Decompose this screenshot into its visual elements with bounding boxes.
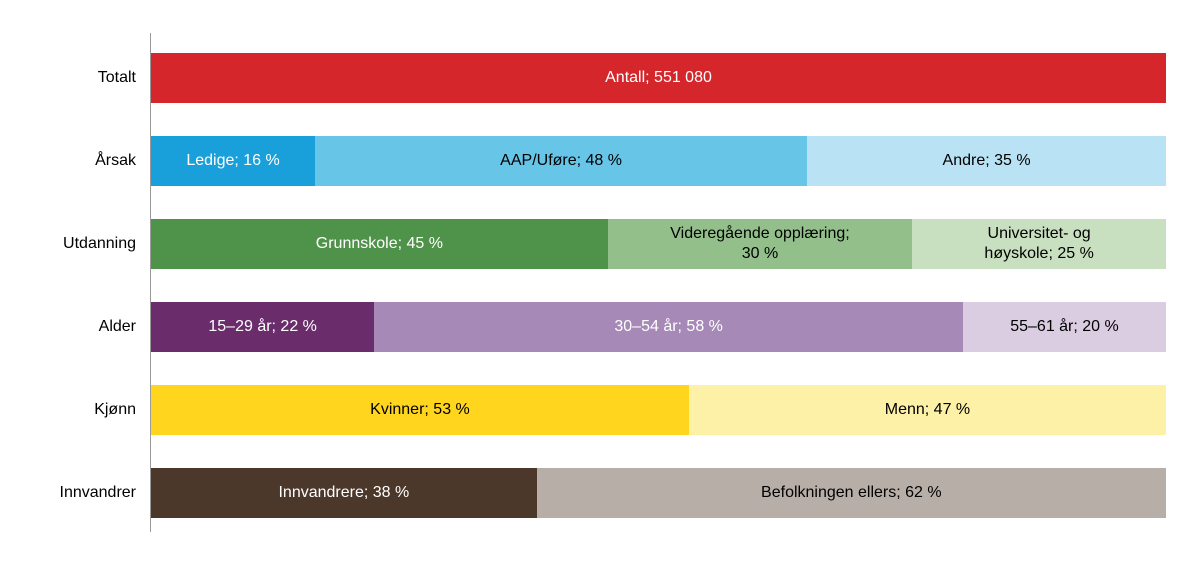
chart-row: Årsak Ledige; 16 % AAP/Uføre; 48 % Andre; 3…	[0, 136, 1166, 186]
chart-row: Utdanning Grunnskole; 45 % Videregående op…	[0, 219, 1166, 269]
bar-segment: 30–54 år; 58 %	[374, 302, 963, 352]
bar-segment: Befolkningen ellers; 62 %	[536, 468, 1166, 518]
bar-segment: Andre; 35 %	[807, 136, 1166, 186]
chart-row: Totalt Antall; 551 080	[0, 53, 1166, 103]
bar-segment: 55–61 år; 20 %	[962, 302, 1166, 352]
bar-segment: Antall; 551 080	[151, 53, 1166, 103]
category-label: Alder	[98, 318, 136, 335]
bar-segment: Universitet- og høyskole; 25 %	[912, 219, 1166, 269]
bar-segment: Innvandrere; 38 %	[151, 468, 537, 518]
bar-group: 15–29 år; 22 % 30–54 år; 58 % 55–61 år; 20…	[151, 302, 1166, 352]
bar-group: Antall; 551 080	[151, 53, 1166, 103]
category-label: Totalt	[97, 69, 136, 86]
bar-segment: Kvinner; 53 %	[151, 385, 689, 435]
bar-segment: Menn; 47 %	[688, 385, 1166, 435]
chart-row: Alder 15–29 år; 22 % 30–54 år; 58 % 55–61 å…	[0, 302, 1166, 352]
category-label: Innvandrer	[59, 484, 137, 501]
chart-row: Kjønn Kvinner; 53 % Menn; 47 %	[0, 385, 1166, 435]
bar-segment: AAP/Uføre; 48 %	[315, 136, 808, 186]
category-label: Kjønn	[94, 401, 136, 418]
chart-rows: Totalt Antall; 551 080 Årsak Ledige; 16 % AA…	[0, 53, 1166, 518]
bar-group: Kvinner; 53 % Menn; 47 %	[151, 385, 1166, 435]
chart-row: Innvandrer Innvandrere; 38 % Befolkningen …	[0, 468, 1166, 518]
y-axis-line	[150, 33, 151, 532]
bar-segment: 15–29 år; 22 %	[151, 302, 375, 352]
bar-segment: Grunnskole; 45 %	[151, 219, 608, 269]
category-label: Årsak	[95, 152, 136, 169]
bar-group: Ledige; 16 % AAP/Uføre; 48 % Andre; 35 %	[151, 136, 1166, 186]
category-label: Utdanning	[63, 235, 136, 252]
bar-segment: Ledige; 16 %	[151, 136, 316, 186]
bar-group: Innvandrere; 38 % Befolkningen ellers; 62…	[151, 468, 1166, 518]
bar-segment: Videregående opplæring; 30 %	[607, 219, 913, 269]
bar-group: Grunnskole; 45 % Videregående opplæring; …	[151, 219, 1166, 269]
